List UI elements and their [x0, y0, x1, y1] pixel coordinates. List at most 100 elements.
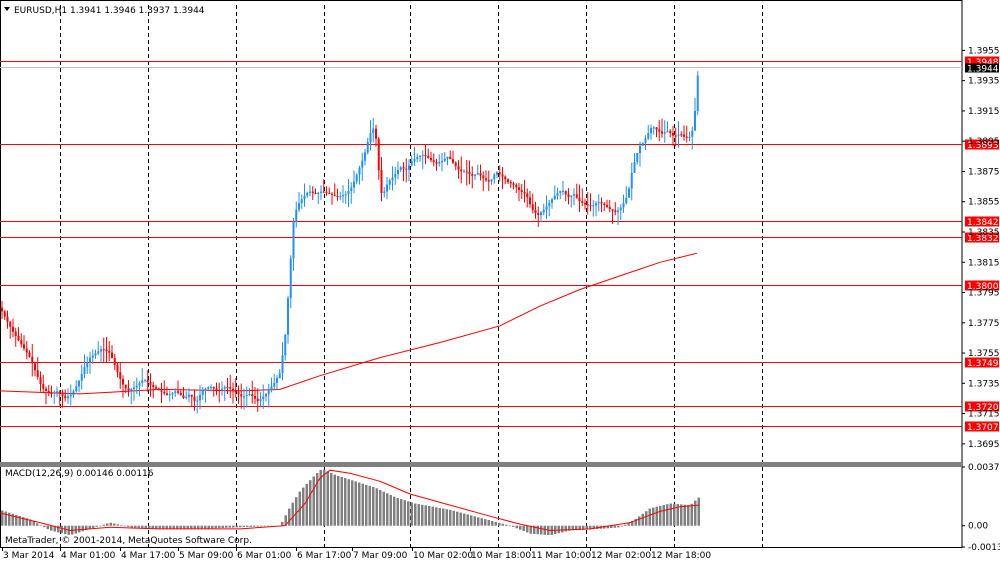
candle [377, 136, 380, 180]
candle [102, 337, 105, 363]
time-tick-label: 5 Mar 09:00 [179, 551, 234, 561]
candle [149, 373, 152, 397]
candle [251, 380, 254, 404]
candle [314, 188, 317, 195]
candle [380, 157, 383, 202]
candle [465, 160, 468, 186]
time-tick-label: 12 Mar 18:00 [651, 551, 711, 561]
level-tag-1.3749 [965, 357, 999, 368]
level-label: 1.3893 [967, 141, 999, 151]
candle [372, 117, 375, 143]
candle [196, 395, 199, 414]
candle [331, 192, 333, 205]
candle [606, 199, 608, 209]
macd-bar [428, 506, 431, 526]
candle [342, 185, 344, 203]
macd-bar [158, 525, 161, 529]
macd-bar [659, 505, 662, 526]
macd-bar [337, 475, 340, 526]
macd-bar [302, 487, 305, 526]
level-tag-1.3720 [965, 401, 999, 412]
candle [138, 381, 141, 397]
candle [454, 161, 457, 171]
macd-bar [571, 525, 574, 531]
candle [276, 375, 278, 391]
level-label: 1.3707 [967, 423, 999, 433]
macd-bar [53, 525, 56, 532]
macd-bar [8, 512, 11, 526]
macd-bar [225, 525, 228, 528]
candle [311, 186, 314, 200]
chevron-down-icon[interactable] [4, 7, 10, 11]
macd-bar [638, 516, 641, 526]
level-tag-1.3800 [965, 280, 999, 291]
candle [366, 137, 369, 155]
time-tick-label: 3 Mar 2014 [3, 551, 55, 561]
candle [402, 162, 405, 182]
macd-bar [498, 522, 501, 526]
candle [501, 167, 504, 190]
candle [75, 380, 78, 393]
candle [9, 320, 12, 339]
candle [432, 153, 435, 167]
candle [199, 385, 201, 410]
candle [556, 187, 559, 200]
candle [375, 124, 377, 147]
candle [287, 295, 289, 344]
macd-bar [568, 525, 571, 531]
candle [298, 191, 300, 213]
candle [608, 199, 611, 213]
macd-bar [386, 493, 389, 526]
candle [413, 146, 416, 166]
macd-bar [494, 521, 497, 526]
price-tick-label: 1.3795 [968, 289, 1000, 299]
price-levels[interactable]: 1.39481.38931.38421.38321.38001.37491.37… [0, 56, 999, 434]
macd-bar [64, 525, 67, 534]
price-tick-label: 1.3835 [968, 228, 1000, 238]
macd-bar [134, 525, 137, 528]
macd-bar [18, 516, 21, 526]
candle [399, 166, 402, 172]
macd-bar [197, 525, 200, 529]
candle [443, 152, 446, 163]
macd-bar [655, 506, 658, 526]
candle [504, 175, 507, 185]
macd-bar [190, 525, 193, 529]
candle [534, 201, 537, 219]
macd-bar [172, 525, 175, 529]
candle [683, 125, 685, 141]
candle [421, 150, 424, 170]
macd-bar [151, 525, 154, 529]
candle [688, 131, 691, 142]
candle [685, 125, 688, 143]
macd-bar [669, 503, 672, 526]
macd-bar [484, 519, 487, 526]
macd-bar [414, 503, 417, 526]
price-tick-label: 1.3775 [968, 319, 1000, 329]
candle [108, 340, 111, 362]
candle [245, 386, 248, 408]
candle [597, 194, 600, 212]
candle [130, 387, 133, 405]
candle [50, 385, 53, 398]
candle [424, 144, 427, 165]
macd-bar [113, 523, 116, 526]
candle [160, 382, 163, 403]
macd-bar [683, 504, 686, 526]
macd-bar [529, 525, 532, 534]
candle [105, 336, 108, 363]
candle [674, 127, 677, 147]
candle [388, 178, 391, 190]
candle [122, 375, 124, 398]
candle [479, 164, 482, 181]
candle [284, 334, 287, 361]
macd-bar [235, 525, 238, 528]
macd-bar [106, 523, 109, 526]
macd-bar [141, 525, 144, 528]
candle [218, 382, 221, 403]
macd-bar [351, 480, 354, 526]
macd-bar [228, 525, 231, 528]
candle [553, 185, 556, 201]
candle [355, 173, 358, 185]
